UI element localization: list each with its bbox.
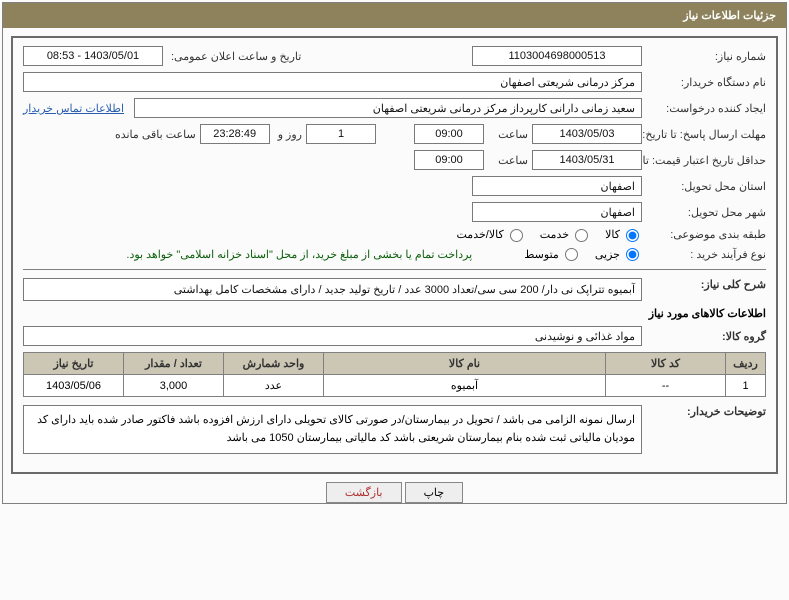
announce-datetime-field (23, 46, 163, 66)
subject-class-radios: کالا خدمت کالا/خدمت (443, 228, 643, 242)
delivery-province-field (472, 176, 642, 196)
min-validity-label: حداقل تاریخ اعتبار قیمت: تا تاریخ: (646, 154, 766, 167)
print-button[interactable]: چاپ (405, 482, 464, 503)
radio-input[interactable] (626, 229, 639, 242)
panel-title: جزئیات اطلاعات نیاز (683, 10, 776, 22)
goods-group-field (23, 326, 642, 346)
radio-input[interactable] (575, 229, 588, 242)
deadline-reply-label: مهلت ارسال پاسخ: تا تاریخ: (646, 128, 766, 141)
table-cell: 1403/05/06 (24, 375, 124, 397)
table-header: واحد شمارش (224, 353, 324, 375)
goods-table: ردیفکد کالانام کالاواحد شمارشتعداد / مقد… (23, 352, 766, 397)
general-desc-label: شرح کلی نیاز: (646, 278, 766, 291)
purchase-type-radios: جزیی متوسط (510, 248, 642, 262)
table-cell: 3,000 (124, 375, 224, 397)
button-row: چاپ بازگشت (3, 482, 786, 503)
days-and-label: روز و (274, 128, 302, 141)
radio-option[interactable]: متوسط (524, 249, 581, 261)
radio-option[interactable]: جزیی (595, 249, 642, 261)
need-number-label: شماره نیاز: (646, 50, 766, 63)
radio-option[interactable]: کالا/خدمت (457, 229, 526, 241)
radio-input[interactable] (510, 229, 523, 242)
deadline-reply-time (414, 124, 484, 144)
table-cell: 1 (726, 375, 766, 397)
need-number-field (472, 46, 642, 66)
divider (23, 269, 766, 270)
radio-option[interactable]: کالا (605, 229, 642, 241)
announce-label: تاریخ و ساعت اعلان عمومی: (167, 50, 301, 63)
delivery-city-field (472, 202, 642, 222)
delivery-province-label: استان محل تحویل: (646, 180, 766, 193)
remaining-label: ساعت باقی مانده (111, 128, 196, 141)
buyer-notes-label: توضیحات خریدار: (646, 405, 766, 418)
delivery-city-label: شهر محل تحویل: (646, 206, 766, 219)
min-validity-time (414, 150, 484, 170)
table-cell: -- (606, 375, 726, 397)
radio-input[interactable] (565, 248, 578, 261)
table-header: نام کالا (324, 353, 606, 375)
time-label-2: ساعت (488, 154, 528, 167)
buyer-contact-link[interactable]: اطلاعات تماس خریدار (23, 102, 124, 115)
requester-label: ایجاد کننده درخواست: (646, 102, 766, 115)
table-header: ردیف (726, 353, 766, 375)
countdown-time (200, 124, 270, 144)
table-row: 1--آبمیوهعدد3,0001403/05/06 (24, 375, 766, 397)
table-cell: آبمیوه (324, 375, 606, 397)
goods-section-title: اطلاعات کالاهای مورد نیاز (23, 307, 766, 320)
table-header: تاریخ نیاز (24, 353, 124, 375)
table-header: کد کالا (606, 353, 726, 375)
buyer-org-field (23, 72, 642, 92)
table-header: تعداد / مقدار (124, 353, 224, 375)
back-button[interactable]: بازگشت (326, 482, 402, 503)
buyer-org-label: نام دستگاه خریدار: (646, 76, 766, 89)
purchase-type-label: نوع فرآیند خرید : (646, 248, 766, 261)
goods-group-label: گروه کالا: (646, 330, 766, 343)
days-remaining (306, 124, 376, 144)
min-validity-date (532, 150, 642, 170)
table-cell: عدد (224, 375, 324, 397)
buyer-notes-box: ارسال نمونه الزامی می باشد / تحویل در بی… (23, 405, 642, 454)
radio-option[interactable]: خدمت (540, 229, 591, 241)
radio-input[interactable] (626, 248, 639, 261)
requester-field (134, 98, 642, 118)
deadline-reply-date (532, 124, 642, 144)
time-label-1: ساعت (488, 128, 528, 141)
main-panel: شماره نیاز: تاریخ و ساعت اعلان عمومی: نا… (11, 36, 778, 474)
general-desc-box: آبمیوه تتراپک نی دار/ 200 سی سی/تعداد 30… (23, 278, 642, 301)
payment-note: پرداخت تمام یا بخشی از مبلغ خرید، از محل… (126, 248, 472, 261)
panel-header: جزئیات اطلاعات نیاز (3, 3, 786, 28)
subject-class-label: طبقه بندی موضوعی: (646, 228, 766, 241)
